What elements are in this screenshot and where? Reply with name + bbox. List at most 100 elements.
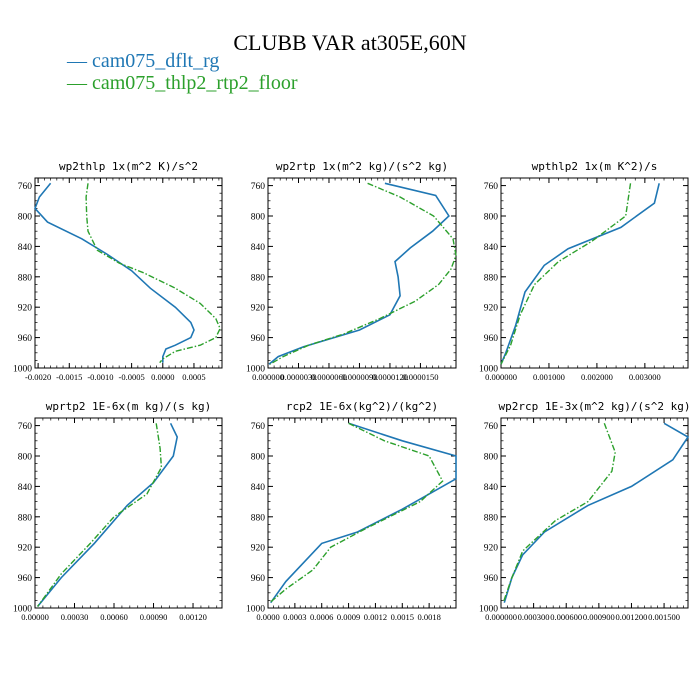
y-tick-label: 960 [18,334,33,344]
page-title: CLUBB VAR at305E,60N [233,30,467,55]
y-tick-label: 880 [251,273,266,283]
y-tick-label: 840 [18,243,33,253]
y-tick-label: 960 [484,574,499,584]
y-tick-label: 840 [251,243,266,253]
panel-title: wp2rtp 1x(m^2 kg)/(s^2 kg) [276,160,448,173]
y-tick-label: 840 [484,243,499,253]
series-line-dflt [270,422,457,604]
y-tick-label: 960 [484,334,499,344]
series-line-floor [85,183,221,364]
x-tick-label: 0.0000 [151,372,174,382]
x-tick-label: 0.0006 [310,612,333,622]
series-line-dflt [503,422,690,603]
plot-frame [500,417,689,609]
y-tick-label: 760 [251,422,266,432]
panel-title: wpthlp2 1x(m K^2)/s [532,160,658,173]
y-tick-label: 800 [484,453,499,463]
plot-frame [500,177,689,369]
plot-frame [267,177,457,369]
legend-entry-dflt: — cam075_dflt_rg [67,50,219,73]
series-line-dflt [34,182,195,363]
panel-title: wp2thlp 1x(m^2 K)/s^2 [59,160,198,173]
x-tick-label: 0.0018 [417,612,440,622]
y-tick-label: 960 [251,574,266,584]
panel-title: rcp2 1E-6x(kg^2)/(kg^2) [286,400,438,413]
y-tick-label: 760 [251,182,266,192]
series-line-floor [269,422,444,604]
x-tick-label: 0.003000 [629,372,661,382]
series-line-floor [269,182,457,365]
series-line-dflt [500,183,660,365]
panel-title: wp2rcp 1E-3x(m^2 kg)/(s^2 kg) [498,400,690,413]
y-tick-label: 880 [251,513,266,523]
x-tick-label: 0.00030 [61,612,89,622]
x-tick-label: 0.0000 [256,612,279,622]
chart-panel-3: wprtp2 1E-6x(m kg)/(s kg) 760 800 840 880 920… [13,400,223,622]
y-tick-label: 800 [251,453,266,463]
x-tick-label: 0.0015 [391,612,414,622]
y-tick-label: 960 [251,334,266,344]
x-tick-label: -0.0005 [119,372,145,382]
y-tick-label: 760 [484,422,499,432]
y-tick-label: 1000 [13,365,32,375]
y-tick-label: 800 [18,453,33,463]
x-tick-label: 0.0000090 [341,372,377,382]
x-tick-label: 0.0000150 [402,372,438,382]
series-line-dflt [268,182,450,365]
x-tick-label: 0.000900 [583,612,615,622]
y-tick-label: 920 [251,544,266,554]
y-tick-label: 920 [484,544,499,554]
legend-marker-dflt: — [67,50,92,72]
x-tick-label: 0.0000030 [280,372,316,382]
y-tick-label: 1000 [13,605,32,615]
y-tick-label: 800 [18,213,33,223]
x-tick-label: 0.000300 [518,612,550,622]
y-tick-label: 800 [484,213,499,223]
chart-panel-5: wp2rcp 1E-3x(m^2 kg)/(s^2 kg) 760 800 840 88… [479,400,691,622]
chart-panel-1: wp2rtp 1x(m^2 kg)/(s^2 kg) 760 800 840 880 92… [246,160,457,382]
y-tick-label: 840 [251,483,266,493]
legend-marker-floor: — [67,72,92,94]
chart-panel-0: wp2thlp 1x(m^2 K)/s^2 760 800 840 880 920 960 1… [13,160,223,382]
y-tick-label: 960 [18,574,33,584]
legend-entry-floor: — cam075_thlp2_rtp2_floor [67,72,298,95]
x-tick-label: -0.0020 [25,372,51,382]
x-tick-label: 0.001200 [616,612,648,622]
series-line-floor [500,183,632,365]
plot-frame [267,417,457,609]
plot-frame [34,177,223,369]
y-tick-label: 1000 [479,365,498,375]
x-tick-label: 0.0000120 [372,372,408,382]
y-tick-label: 880 [484,513,499,523]
x-tick-label: 0.00060 [100,612,128,622]
y-tick-label: 920 [18,544,33,554]
x-tick-label: 0.000600 [550,612,582,622]
x-tick-label: -0.0010 [87,372,113,382]
y-tick-label: 880 [18,513,33,523]
legend-label-floor: cam075_thlp2_rtp2_floor [92,72,298,94]
y-tick-label: 1000 [246,365,265,375]
panel-title: wprtp2 1E-6x(m kg)/(s kg) [46,400,212,413]
legend-label-dflt: cam075_dflt_rg [92,50,220,72]
plot-frame [34,417,223,609]
y-tick-label: 920 [18,304,33,314]
y-tick-label: 760 [18,422,33,432]
x-tick-label: 0.001500 [648,612,680,622]
y-tick-label: 760 [484,182,499,192]
x-tick-label: 0.000000 [485,612,517,622]
x-tick-label: 0.000000 [252,372,284,382]
x-tick-label: 0.000000 [485,372,517,382]
x-tick-label: 0.00000 [21,612,49,622]
x-tick-label: 0.0003 [283,612,306,622]
x-tick-label: -0.0015 [56,372,82,382]
chart-panel-4: rcp2 1E-6x(kg^2)/(kg^2) 760 800 840 880 920 96… [246,400,457,622]
y-tick-label: 800 [251,213,266,223]
y-tick-label: 880 [484,273,499,283]
series-line-floor [37,423,163,607]
series-line-dflt [36,422,179,608]
x-tick-label: 0.00120 [179,612,207,622]
y-tick-label: 1000 [246,605,265,615]
y-tick-label: 840 [18,483,33,493]
x-tick-label: 0.0009 [337,612,360,622]
